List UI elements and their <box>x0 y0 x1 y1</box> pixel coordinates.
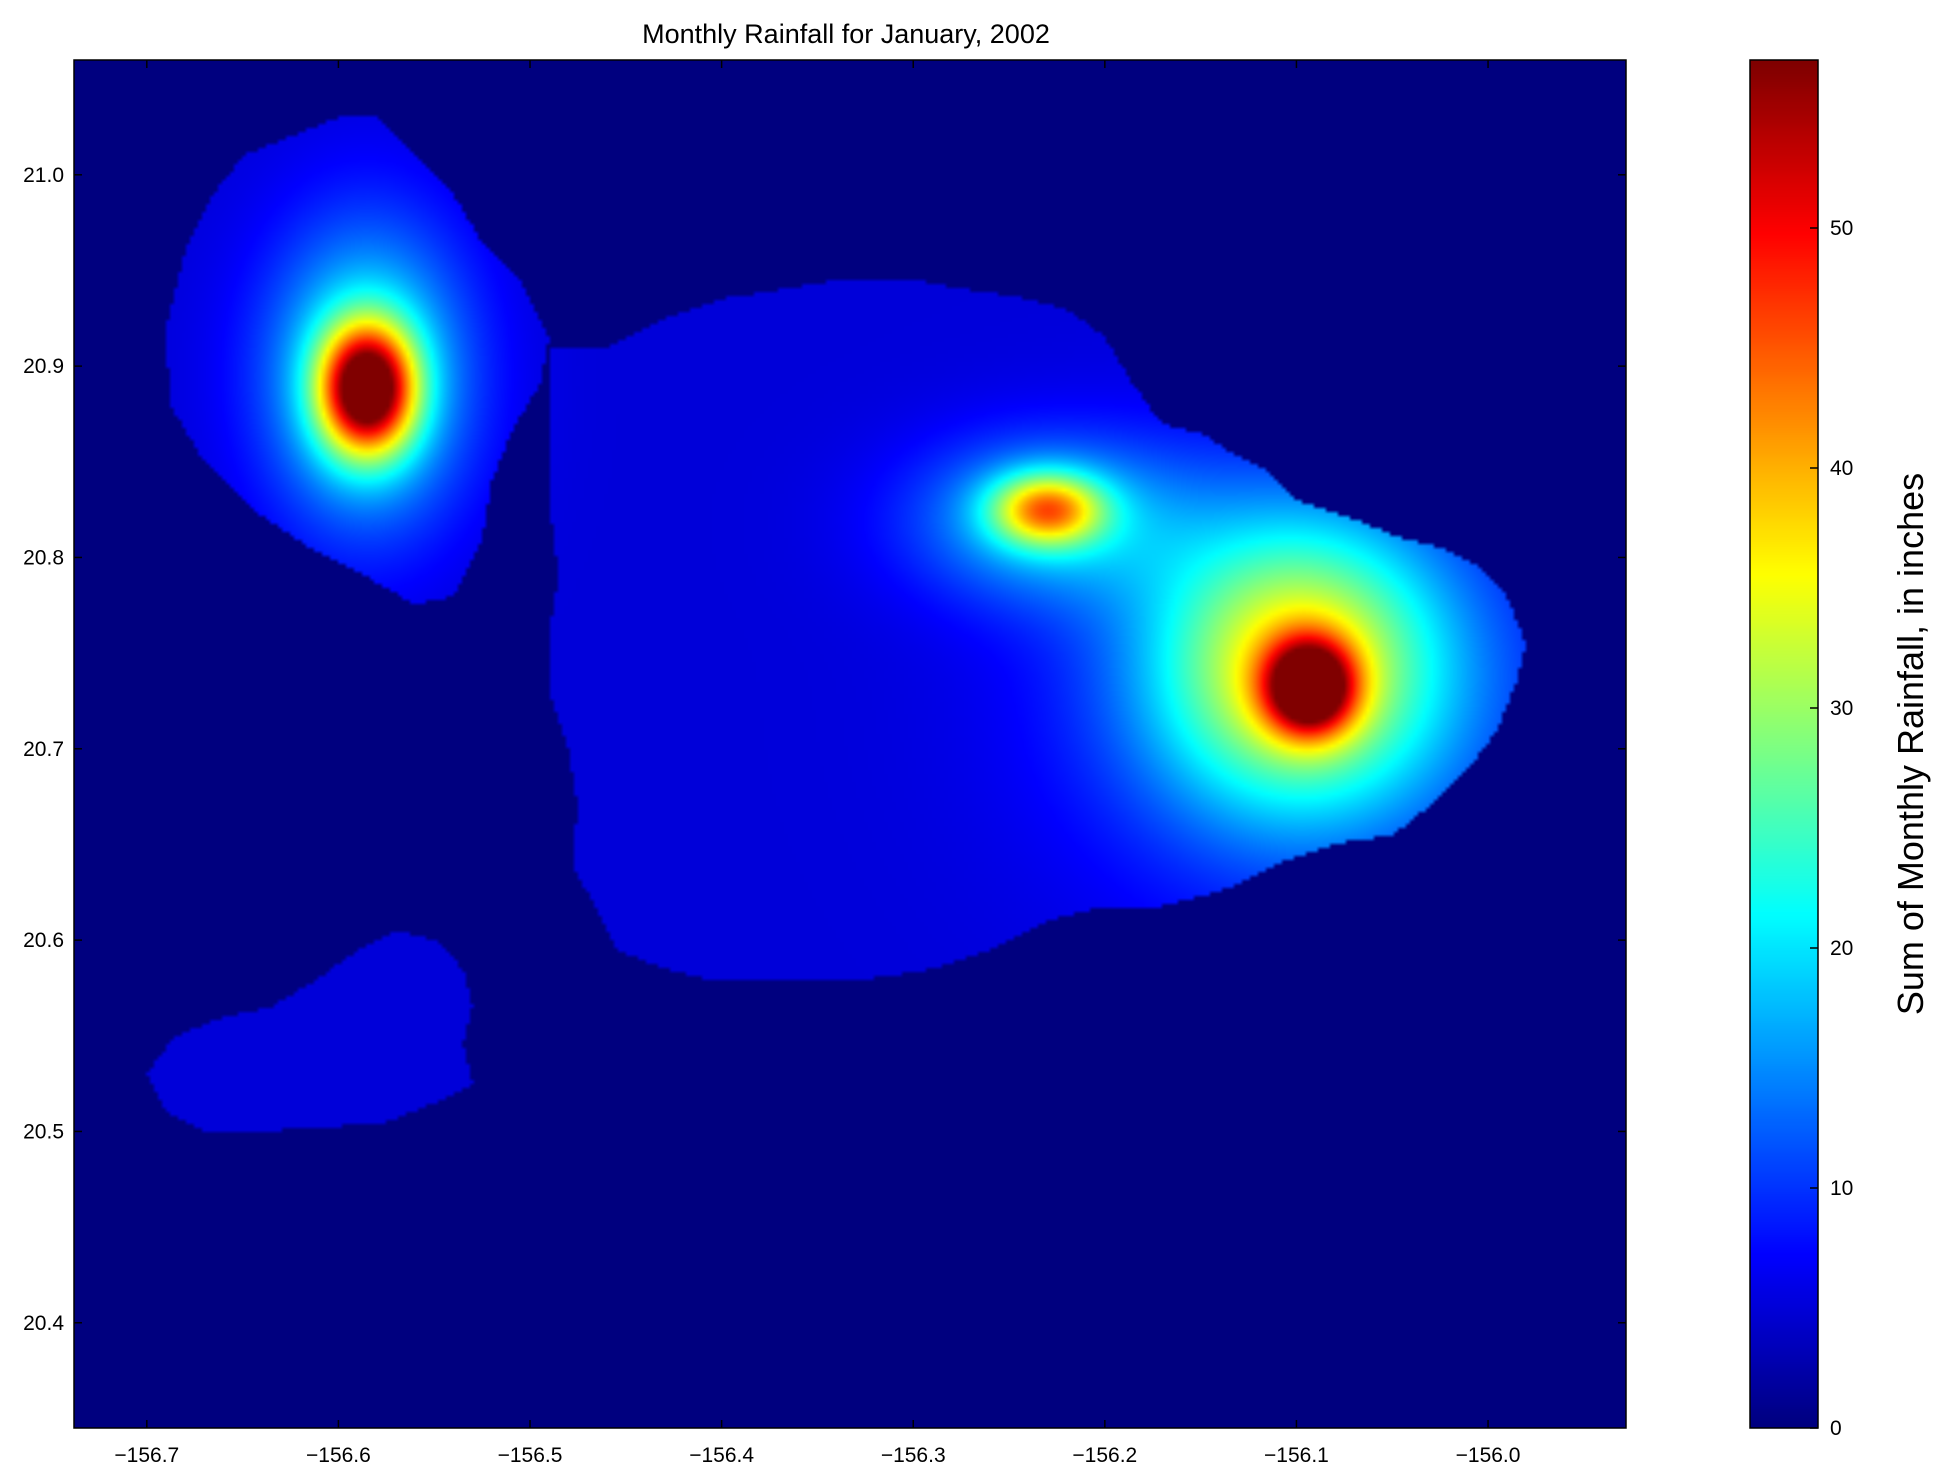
colorbar-frame <box>1749 59 1819 1429</box>
tick-label: 50 <box>1830 217 1853 240</box>
tick-label: −156.3 <box>881 1444 946 1467</box>
chart-title: Monthly Rainfall for January, 2002 <box>642 19 1050 49</box>
tick-label: −156.5 <box>498 1444 563 1467</box>
y-axis: 20.4 20.5 20.6 20.7 20.8 20.9 21.0 <box>23 164 1626 1335</box>
tick-label: 20.8 <box>23 546 64 569</box>
x-axis: −156.7 −156.6 −156.5 −156.4 −156.3 −156.2 −156… <box>114 60 1520 1467</box>
tick-label: 20.5 <box>23 1120 64 1143</box>
tick-label: −156.6 <box>306 1444 371 1467</box>
tick-label: 30 <box>1830 697 1853 720</box>
tick-label: −156.1 <box>1264 1444 1329 1467</box>
colorbar-label: Sum of Monthly Rainfall, in inches <box>1890 473 1931 1015</box>
colorbar: 0 10 20 30 40 50 Sum of Monthly Rainfall, in … <box>1749 59 1931 1440</box>
tick-label: −156.4 <box>689 1444 754 1467</box>
colorbar-gradient <box>1750 60 1818 1428</box>
tick-label: 20.6 <box>23 929 64 952</box>
tick-label: 0 <box>1830 1417 1842 1440</box>
tick-label: 21.0 <box>23 164 64 187</box>
tick-label: 20 <box>1830 937 1853 960</box>
tick-label: −156.0 <box>1456 1444 1521 1467</box>
colorbar-ticks: 0 10 20 30 40 50 <box>1810 217 1853 1440</box>
tick-label: −156.2 <box>1072 1444 1137 1467</box>
tick-label: 20.4 <box>23 1312 64 1335</box>
plot-frame <box>73 59 1627 1429</box>
rainfall-heatmap <box>74 60 1626 1428</box>
plot-area <box>73 59 1627 1429</box>
tick-label: 20.9 <box>23 355 64 378</box>
tick-label: 20.7 <box>23 738 64 761</box>
tick-label: 10 <box>1830 1177 1853 1200</box>
tick-label: 40 <box>1830 457 1853 480</box>
tick-label: −156.7 <box>114 1444 179 1467</box>
